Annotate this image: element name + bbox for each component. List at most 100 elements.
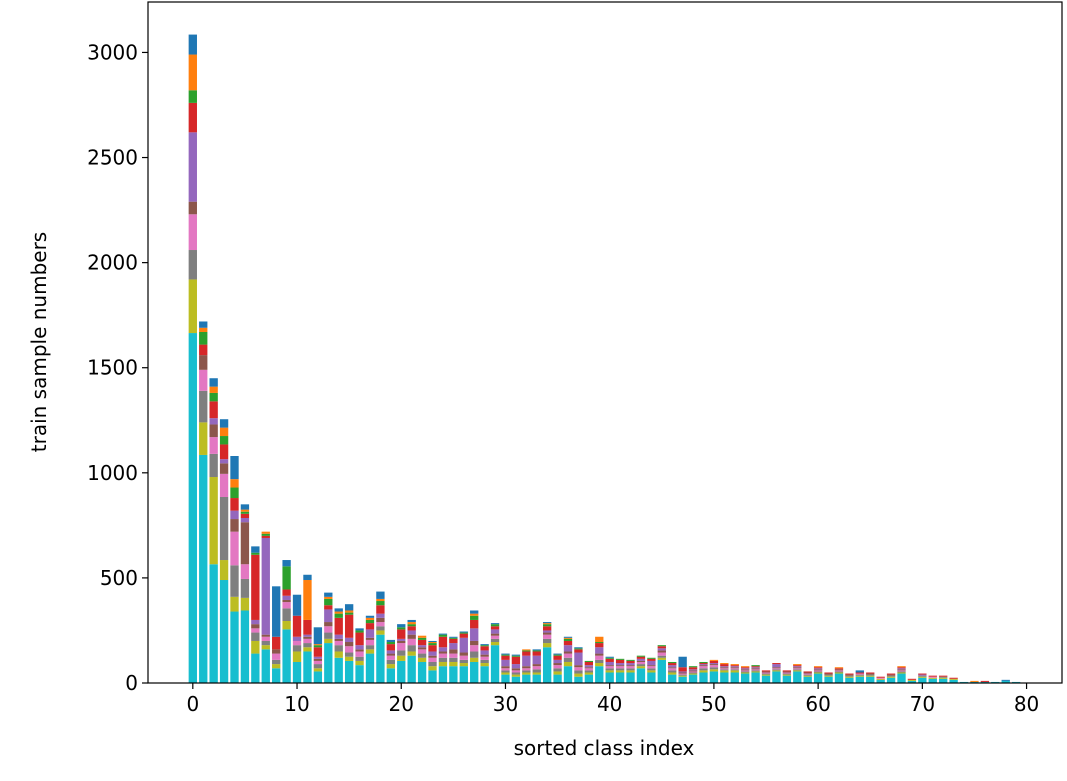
- bar-segment: [782, 673, 792, 675]
- bar-segment: [720, 669, 729, 671]
- bar-segment: [1001, 680, 1010, 683]
- bar-segment: [438, 651, 448, 654]
- bar-segment: [209, 564, 218, 683]
- bar-segment: [199, 369, 208, 391]
- bar-segment: [876, 677, 885, 679]
- bar-segment: [542, 638, 552, 644]
- bar-segment: [772, 664, 781, 668]
- bar-segment: [657, 652, 666, 656]
- bar-segment: [668, 667, 677, 669]
- bar-segment: [897, 667, 906, 669]
- bar-segment: [230, 487, 239, 499]
- bar-segment: [657, 650, 666, 653]
- bar-segment: [657, 657, 666, 660]
- bar-segment: [501, 672, 510, 675]
- bar-segment: [595, 653, 604, 656]
- bar-segment: [501, 670, 510, 673]
- bar-segment: [553, 674, 562, 683]
- x-tick-label: 70: [910, 692, 935, 716]
- bar-segment: [272, 649, 281, 654]
- bar-segment: [407, 651, 416, 656]
- bar-segment: [376, 598, 385, 602]
- bar-segment: [449, 636, 458, 638]
- bar-segment: [793, 667, 802, 669]
- bar-segment: [532, 651, 541, 656]
- bar-segment: [761, 670, 771, 672]
- bar-segment: [282, 566, 291, 590]
- bar-segment: [855, 676, 864, 683]
- bar-segment: [803, 676, 812, 683]
- bar-segment: [261, 531, 270, 534]
- bar-segment: [563, 645, 573, 652]
- bar-segment: [501, 655, 510, 660]
- bar-segment: [834, 672, 844, 674]
- bar-segment: [490, 638, 500, 643]
- bar-segment: [647, 666, 656, 669]
- bar-segment: [470, 613, 479, 616]
- bar-segment: [511, 656, 521, 665]
- bar-segment: [751, 671, 760, 673]
- bar-segment: [282, 602, 291, 609]
- bar-segment: [334, 617, 343, 635]
- bar-segment: [272, 659, 281, 665]
- bar-segment: [553, 653, 562, 655]
- bar-segment: [876, 678, 885, 680]
- bar-segment: [397, 624, 406, 628]
- bar-segment: [605, 656, 614, 658]
- bar-segment: [282, 560, 291, 567]
- bar-segment: [251, 624, 260, 629]
- bar-segment: [876, 676, 885, 678]
- bar-segment: [532, 664, 541, 667]
- bar-segment: [324, 596, 333, 599]
- bar-segment: [501, 674, 510, 683]
- x-axis-label: sorted class index: [514, 736, 695, 760]
- bar-segment: [730, 664, 739, 666]
- bar-segment: [730, 672, 739, 683]
- bar-segment: [188, 34, 197, 55]
- bar-segment: [459, 666, 468, 683]
- bar-segment: [834, 671, 844, 673]
- bar-segment: [636, 655, 646, 657]
- bar-segment: [428, 643, 437, 646]
- bar-segment: [407, 645, 416, 652]
- bar-segment: [803, 672, 812, 674]
- bar-segment: [699, 663, 708, 665]
- bar-segment: [563, 653, 573, 658]
- bar-segment: [741, 668, 750, 670]
- bar-segment: [417, 637, 427, 640]
- bar-segment: [303, 651, 312, 683]
- bar-segment: [261, 645, 270, 650]
- bar-segment: [605, 672, 614, 683]
- bar-segment: [199, 331, 208, 345]
- bar-segment: [188, 279, 197, 334]
- bar-segment: [897, 669, 906, 671]
- bar-segment: [907, 679, 917, 681]
- bar-segment: [615, 663, 625, 666]
- bar-segment: [584, 674, 594, 683]
- bar-segment: [751, 667, 760, 669]
- bar-segment: [303, 647, 312, 652]
- bar-segment: [417, 653, 427, 658]
- bar-segment: [511, 674, 521, 677]
- bar-segment: [251, 653, 260, 683]
- bar-segment: [563, 666, 573, 683]
- y-tick-label: 3000: [87, 40, 138, 64]
- bar-segment: [741, 672, 750, 674]
- bar-segment: [751, 665, 760, 667]
- bar-segment: [595, 663, 604, 667]
- bar-segment: [324, 598, 333, 606]
- bar-segment: [657, 646, 666, 649]
- bar-segment: [428, 670, 437, 683]
- bar-segment: [209, 401, 218, 419]
- bar-segment: [532, 674, 541, 683]
- bar-segment: [272, 664, 281, 669]
- bar-segment: [501, 654, 510, 656]
- bar-segment: [845, 673, 854, 675]
- bar-segment: [355, 632, 364, 646]
- bar-segment: [918, 675, 927, 677]
- bar-segment: [626, 670, 635, 673]
- bar-segment: [470, 610, 479, 614]
- bar-segment: [355, 645, 364, 650]
- bar-segment: [511, 670, 521, 673]
- bar-segment: [188, 201, 197, 215]
